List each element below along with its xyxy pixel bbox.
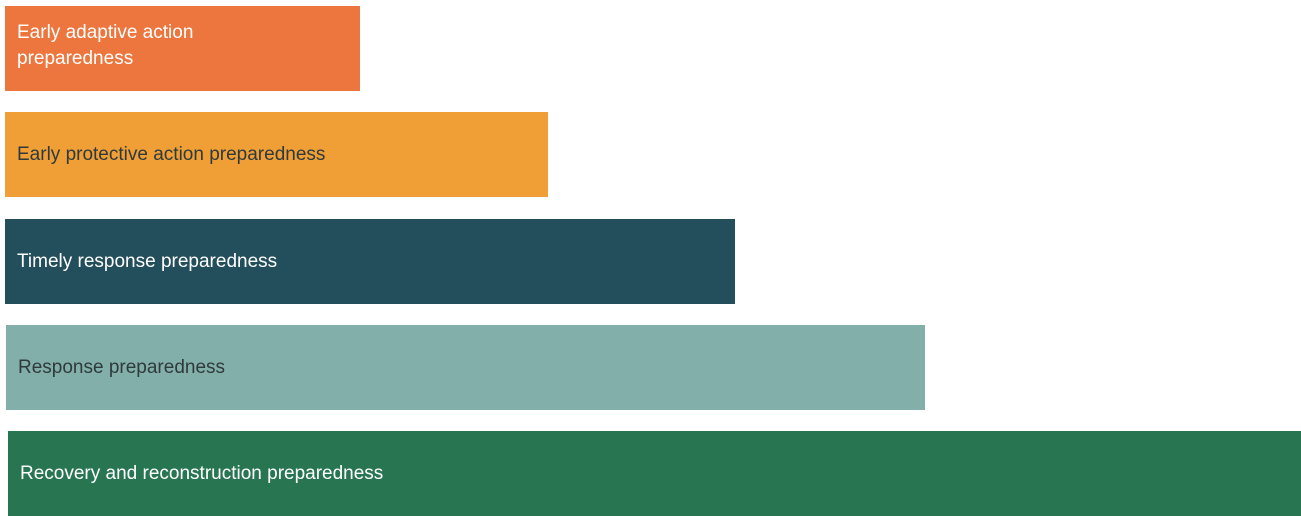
bar-label: Recovery and reconstruction preparedness — [20, 462, 384, 484]
bar-early-adaptive-action: Early adaptive action preparedness — [5, 6, 360, 91]
bar-timely-response: Timely response preparedness — [5, 219, 735, 304]
bar-label: Response preparedness — [18, 356, 226, 378]
bar-early-protective-action: Early protective action preparedness — [5, 112, 548, 197]
bar-recovery-reconstruction: Recovery and reconstruction preparedness — [8, 431, 1301, 516]
bar-label: Timely response preparedness — [17, 250, 278, 272]
bar-label: Early protective action preparedness — [17, 143, 326, 165]
bar-response: Response preparedness — [6, 325, 925, 410]
bar-label: Early adaptive action preparedness — [17, 22, 194, 69]
